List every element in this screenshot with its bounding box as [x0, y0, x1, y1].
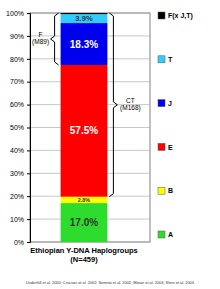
data-label: 57.5% — [70, 125, 98, 136]
bracket — [51, 13, 59, 65]
bar-segment — [61, 65, 108, 197]
data-label: 17.0% — [70, 217, 98, 228]
chart: 0% 10% 20% 30% 40% 50% 60% 70% 80% 90% 100% 17.0% 2.… — [0, 0, 220, 289]
annotation: F(M89) — [32, 31, 49, 46]
y-tick: 30% — [10, 170, 30, 177]
legend: F(x J,T) T J E B A — [158, 12, 193, 238]
y-tick-label: 70% — [10, 78, 24, 85]
y-tick-label: 30% — [10, 170, 24, 177]
y-axis-line — [27, 14, 31, 243]
y-tick-mark — [27, 59, 30, 60]
legend-swatch — [158, 12, 165, 19]
legend-label: A — [168, 231, 173, 238]
plot-frame — [30, 13, 150, 242]
y-tick: 90% — [10, 33, 30, 40]
data-label: 3.9% — [75, 14, 93, 23]
y-tick-mark — [27, 150, 30, 151]
annotations: F(M89) CT(M168) — [32, 13, 141, 197]
data-label: 18.3% — [70, 39, 98, 50]
legend-swatch — [158, 143, 165, 150]
grid — [30, 13, 150, 242]
bar-segment — [61, 197, 108, 203]
bars — [61, 13, 108, 242]
y-tick-mark — [27, 82, 30, 83]
data-labels: 17.0% 2.8% 57.5% 18.3% 3.9% — [70, 14, 98, 228]
source: Underhill et al. 2000; Cruciani et al. 2… — [26, 280, 195, 285]
legend-swatch — [158, 231, 165, 238]
y-tick-label: 90% — [10, 33, 24, 40]
legend-label: E — [168, 144, 173, 151]
y-tick: 100% — [6, 10, 30, 17]
legend-label: B — [168, 187, 173, 194]
y-tick-mark — [27, 219, 30, 220]
y-tick-label: 60% — [10, 101, 24, 108]
y-tick-mark — [27, 128, 30, 129]
legend-swatch — [158, 187, 165, 194]
y-tick-label: 20% — [10, 193, 24, 200]
y-tick: 40% — [10, 147, 30, 154]
legend-swatch — [158, 56, 165, 63]
annotation: CT(M168) — [120, 97, 141, 112]
y-tick: 80% — [10, 56, 30, 63]
bracket — [109, 13, 117, 197]
bar-segment — [61, 203, 108, 242]
y-tick-label: 10% — [10, 216, 24, 223]
category-label: Ethiopian Y-DNA Haplogroups(N=459) — [30, 246, 138, 264]
legend-swatch — [158, 100, 165, 107]
legend-label: J — [168, 100, 172, 107]
y-tick-mark — [27, 13, 30, 14]
y-tick: 60% — [10, 101, 30, 108]
y-tick-label: 40% — [10, 147, 24, 154]
y-tick-label: 80% — [10, 56, 24, 63]
bar-segment — [61, 14, 108, 23]
legend-label: T — [168, 56, 173, 63]
data-label: 2.8% — [78, 197, 91, 203]
y-tick-mark — [27, 173, 30, 174]
y-tick: 50% — [10, 124, 30, 131]
y-tick-mark — [27, 36, 30, 37]
y-tick-mark — [27, 105, 30, 106]
y-axis: 0% 10% 20% 30% 40% 50% 60% 70% 80% 90% 100% — [6, 10, 30, 246]
y-tick: 0% — [14, 239, 30, 246]
y-tick: 70% — [10, 78, 30, 85]
y-tick: 10% — [10, 216, 30, 223]
y-tick-label: 0% — [14, 239, 24, 246]
y-tick-mark — [27, 242, 30, 243]
y-tick: 20% — [10, 193, 30, 200]
legend-label: F(x J,T) — [168, 12, 193, 20]
y-tick-mark — [27, 196, 30, 197]
bar-segment — [61, 23, 108, 65]
y-tick-label: 50% — [10, 124, 24, 131]
y-tick-label: 100% — [6, 10, 24, 17]
